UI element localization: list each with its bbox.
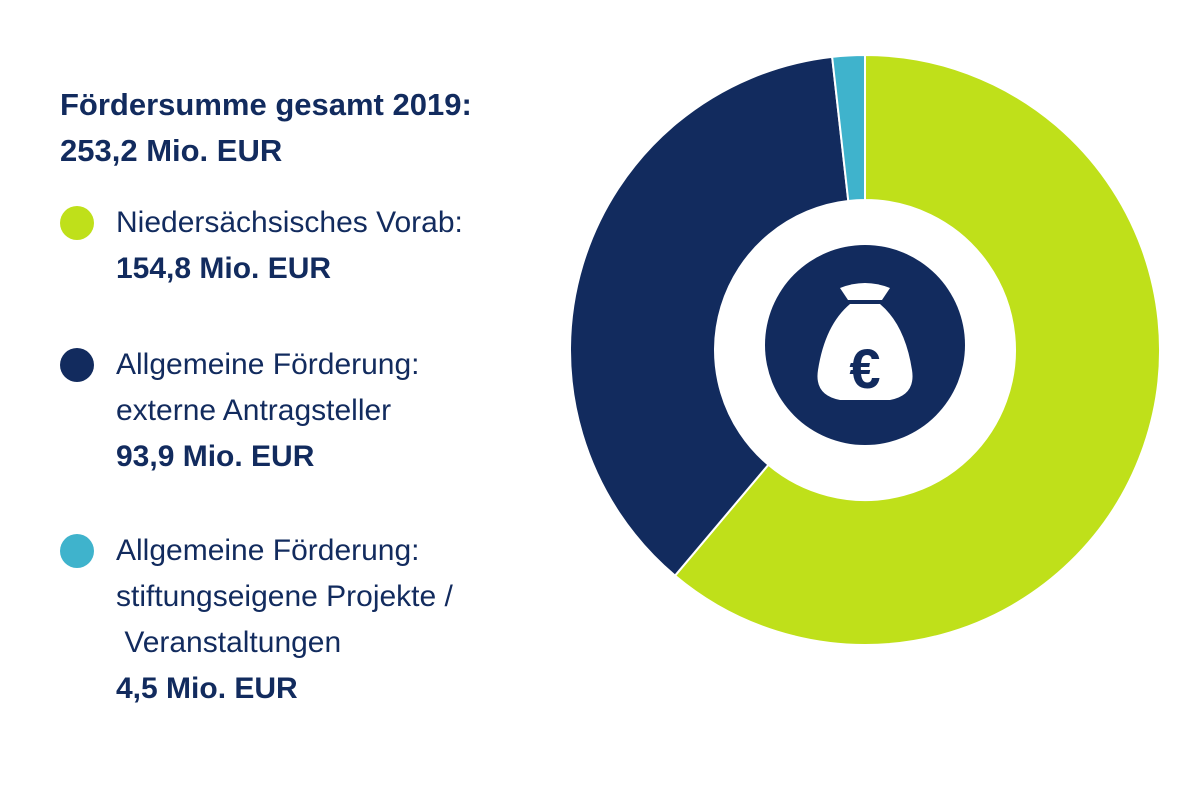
money-bag-euro-icon: € <box>765 245 965 445</box>
svg-text:€: € <box>849 337 880 400</box>
slice-externe-antragsteller <box>569 55 850 578</box>
slice-stiftungseigene-projekte <box>831 53 866 203</box>
legend-label: Allgemeine Förderung: <box>116 348 420 381</box>
chart-title: Fördersumme gesamt 2019: 253,2 Mio. EUR <box>60 82 472 174</box>
legend-label: Veranstaltungen <box>116 626 342 659</box>
legend-value: 93,9 Mio. EUR <box>116 440 315 473</box>
donut-chart: € <box>569 53 1160 646</box>
title-label: Fördersumme gesamt 2019: <box>60 87 472 122</box>
legend-value: 4,5 Mio. EUR <box>116 672 298 705</box>
total-value: 253,2 Mio. EUR <box>60 133 283 168</box>
legend-label: stiftungseigene Projekte / <box>116 580 453 613</box>
slice-niedersaechsisches-vorab <box>673 53 1160 646</box>
legend-dot-icon <box>60 206 94 240</box>
legend-dot-icon <box>60 534 94 568</box>
legend-label: externe Antragsteller <box>116 394 392 427</box>
legend-label: Allgemeine Förderung: <box>116 534 420 567</box>
legend-value: 154,8 Mio. EUR <box>116 252 332 285</box>
legend-label: Niedersächsisches Vorab: <box>116 206 463 239</box>
legend-dot-icon <box>60 348 94 382</box>
